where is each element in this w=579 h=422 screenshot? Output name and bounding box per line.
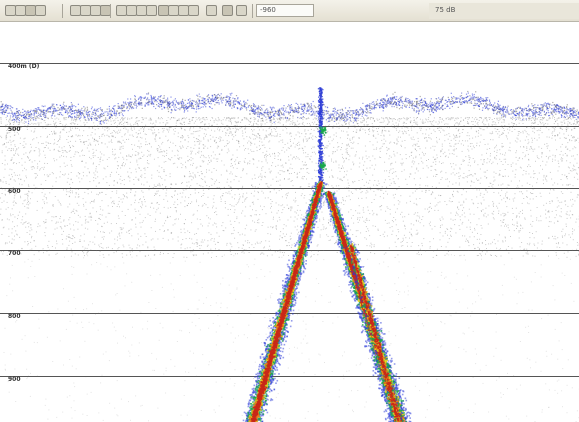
depth-label-800: 800 (8, 313, 21, 321)
value-field[interactable]: -960 (256, 4, 314, 17)
toolbar-separator (252, 4, 253, 18)
export-icon[interactable] (35, 5, 46, 16)
strong-echo-trace (243, 181, 412, 422)
toolbar: -960 75 dB (0, 0, 579, 22)
depth-label-900: 900 (8, 376, 21, 384)
ping-icon[interactable] (188, 5, 199, 16)
status-panel: 75 dB (429, 3, 579, 19)
depth-label-600: 600 (8, 188, 21, 196)
status-text: 75 dB (435, 5, 455, 16)
value-field-text: -960 (260, 5, 276, 16)
help-icon[interactable] (222, 5, 233, 16)
depth-label-700: 700 (8, 250, 21, 258)
toolbar-separator (62, 4, 63, 18)
depth-label-400: 400m (D) (8, 63, 39, 71)
depth-label-500: 500 (8, 126, 21, 134)
target-spike (318, 87, 327, 188)
color-icon[interactable] (206, 5, 217, 16)
echogram-canvas[interactable] (0, 22, 579, 422)
toolbar-separator (110, 4, 111, 18)
echogram-display[interactable]: 400m (D) 500 600 700 800 900 (0, 22, 579, 422)
settings-icon[interactable] (236, 5, 247, 16)
marker-icon[interactable] (146, 5, 157, 16)
